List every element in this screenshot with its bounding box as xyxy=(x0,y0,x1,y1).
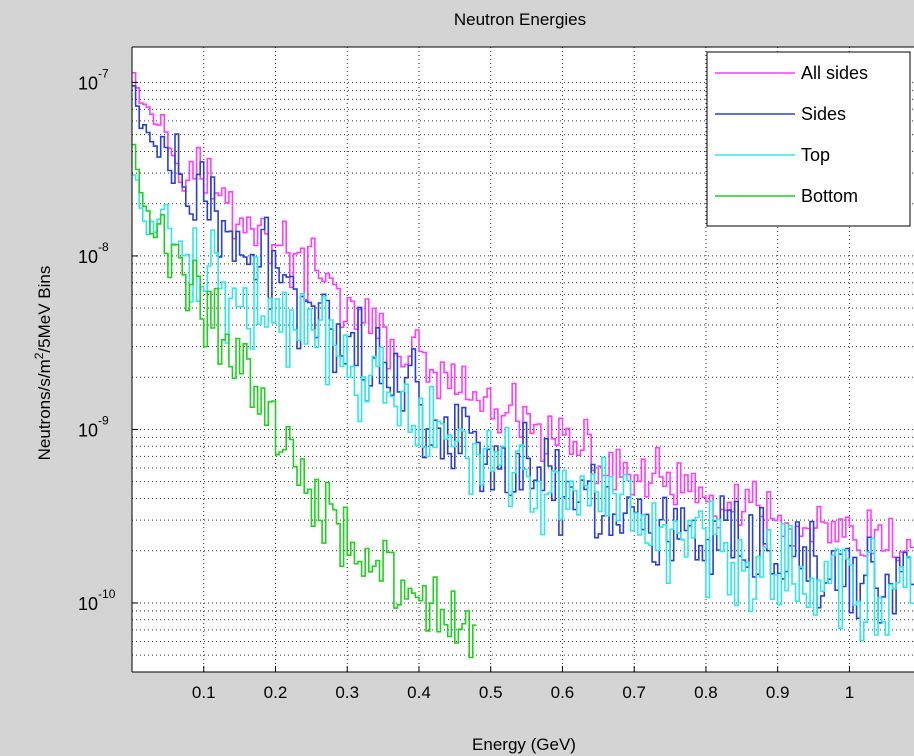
legend-label: Top xyxy=(801,145,830,165)
x-axis: 0.1 0.2 0.3 0.4 0.5 0.6 0.7 0.8 0.9 1 xyxy=(192,666,854,702)
y-tick-label: 10-8 xyxy=(78,240,109,267)
x-tick-label: 0.2 xyxy=(264,683,288,702)
y-tick-label-base: 10 xyxy=(78,420,98,440)
legend-label: Sides xyxy=(801,104,846,124)
y-tick-label-base: 10 xyxy=(78,247,98,267)
y-axis-label-part: /5MeV Bins xyxy=(35,266,54,353)
x-tick-label: 1 xyxy=(845,683,854,702)
y-tick-label: 10-10 xyxy=(78,587,116,614)
y-tick-label-base: 10 xyxy=(78,73,98,93)
x-axis-label: Energy (GeV) xyxy=(472,735,576,754)
y-tick-label-exponent: -9 xyxy=(98,413,109,427)
y-tick-label-base: 10 xyxy=(78,594,98,614)
x-tick-label: 0.9 xyxy=(766,683,790,702)
y-axis-label: Neutrons/s/m2/5MeV Bins xyxy=(32,266,54,461)
x-tick-label: 0.7 xyxy=(622,683,646,702)
y-axis-label-part: Neutrons/s/m xyxy=(35,359,54,460)
x-tick-label: 0.8 xyxy=(694,683,718,702)
series-layer xyxy=(132,72,914,659)
legend-label: All sides xyxy=(801,63,868,83)
legend-label: Bottom xyxy=(801,186,858,206)
x-tick-label: 0.4 xyxy=(407,683,431,702)
x-tick-label: 0.3 xyxy=(335,683,359,702)
y-tick-label: 10-7 xyxy=(78,66,109,93)
y-axis-label-superscript: 2 xyxy=(32,352,46,359)
legend-box xyxy=(706,51,911,227)
x-tick-label: 0.5 xyxy=(479,683,503,702)
y-tick-label-exponent: -7 xyxy=(98,66,109,80)
y-tick-label: 10-9 xyxy=(78,413,109,440)
series-line-top xyxy=(132,174,914,642)
axes xyxy=(131,46,914,673)
legend: All sides Sides Top Bottom xyxy=(706,51,911,227)
x-tick-label: 0.6 xyxy=(551,683,575,702)
series-line-bottom xyxy=(132,143,477,659)
x-tick-label: 0.1 xyxy=(192,683,216,702)
y-tick-label-exponent: -8 xyxy=(98,240,109,254)
chart-title: Neutron Energies xyxy=(454,10,586,29)
y-axis: 10-710-810-910-10 xyxy=(78,66,138,614)
y-tick-label-exponent: -10 xyxy=(98,587,116,601)
